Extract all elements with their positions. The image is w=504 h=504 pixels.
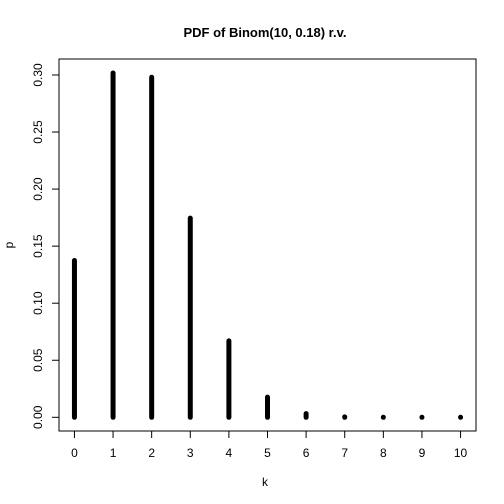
bars-layer xyxy=(71,70,464,420)
x-axis: 0 1 2 3 4 5 6 7 8 9 10 xyxy=(71,430,468,460)
y-tick-label: 0.20 xyxy=(31,177,45,201)
x-tick-label: 9 xyxy=(419,446,426,460)
chart-title: PDF of Binom(10, 0.18) r.v. xyxy=(183,25,346,40)
y-tick-label: 0.25 xyxy=(31,120,45,144)
x-tick-label: 4 xyxy=(226,446,233,460)
x-tick-label: 5 xyxy=(264,446,271,460)
y-tick-label: 0.10 xyxy=(31,291,45,315)
x-tick-label: 10 xyxy=(454,446,468,460)
x-axis-label: k xyxy=(262,475,269,489)
y-tick-label: 0.30 xyxy=(31,63,45,87)
plot-frame xyxy=(58,58,477,432)
y-tick-label: 0.00 xyxy=(31,405,45,429)
x-tick-label: 2 xyxy=(148,446,155,460)
y-tick-label: 0.15 xyxy=(31,234,45,258)
x-tick-label: 3 xyxy=(187,446,194,460)
x-tick-label: 0 xyxy=(71,446,78,460)
y-axis: 0.00 0.05 0.10 0.15 0.20 0.25 0.30 xyxy=(31,63,60,429)
x-tick-label: 6 xyxy=(303,446,310,460)
y-tick-label: 0.05 xyxy=(31,348,45,372)
y-axis-label: p xyxy=(2,241,16,248)
x-tick-label: 7 xyxy=(341,446,348,460)
x-tick-label: 1 xyxy=(110,446,117,460)
x-tick-label: 8 xyxy=(380,446,387,460)
